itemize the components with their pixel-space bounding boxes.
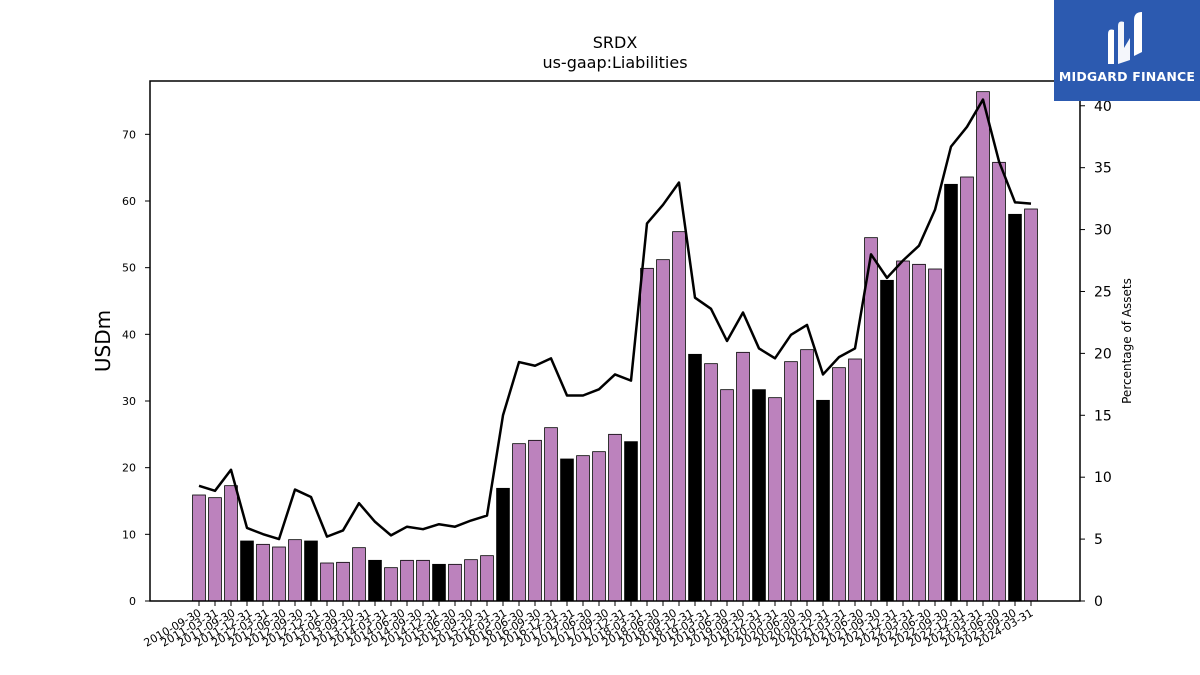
percentage-line: [198, 98, 1032, 541]
bar: [240, 540, 254, 602]
bar: [608, 433, 622, 602]
bar: [832, 367, 846, 602]
bar: [704, 363, 718, 602]
y-tick-label: 20: [122, 462, 136, 475]
bar: [512, 443, 526, 602]
y2-tick-label: 0: [1094, 594, 1103, 610]
bar: [800, 349, 814, 602]
bar: [416, 559, 430, 602]
bar: [1024, 208, 1038, 602]
bar: [784, 361, 798, 602]
bar: [224, 485, 238, 602]
y-tick-label: 60: [122, 195, 136, 208]
logo-text: MIDGARD FINANCE: [1058, 69, 1196, 84]
bar-series: [192, 91, 1038, 602]
y2-tick-label: 10: [1094, 470, 1112, 486]
bar: [352, 547, 366, 602]
bar: [592, 451, 606, 602]
bar: [848, 358, 862, 602]
bar: [256, 543, 270, 602]
y2-tick-label: 15: [1094, 408, 1112, 424]
y-tick-label: 10: [122, 528, 136, 541]
bar: [1008, 213, 1022, 602]
y2-tick-label: 40: [1094, 99, 1112, 115]
bar: [976, 91, 990, 602]
y-tick-label: 30: [122, 395, 136, 408]
y2-tick-label: 35: [1094, 161, 1112, 177]
bar: [720, 389, 734, 602]
plot-frame: [149, 80, 1081, 602]
bar: [624, 441, 638, 602]
bar: [992, 161, 1006, 602]
bar: [432, 563, 446, 602]
y2-tick-label: 30: [1094, 223, 1112, 239]
chart-title: SRDX: [593, 33, 638, 52]
left-axis: 0 10 20 30 40 50 60 70: [122, 128, 150, 608]
y-axis-label: USDm: [91, 310, 115, 372]
bar: [736, 351, 750, 602]
y2-axis-label: Percentage of Assets: [1120, 278, 1134, 404]
bar: [464, 559, 478, 602]
y2-tick-label: 25: [1094, 284, 1112, 300]
bar: [640, 267, 654, 602]
bar: [448, 563, 462, 602]
bar: [656, 259, 670, 602]
bar: [384, 567, 398, 602]
bar: [544, 427, 558, 602]
bar: [288, 539, 302, 602]
bar: [320, 562, 334, 602]
bar: [336, 561, 350, 602]
bar: [304, 540, 318, 602]
brand-logo: MIDGARD FINANCE: [1054, 0, 1200, 101]
right-axis: 0 5 10 15 20 25 30 35 40: [1080, 99, 1112, 610]
line-series: [198, 98, 1032, 541]
chart-subtitle: us-gaap:Liabilities: [542, 53, 687, 72]
y-tick-label: 40: [122, 328, 136, 341]
bar: [768, 397, 782, 602]
bar: [496, 487, 510, 602]
bar: [912, 263, 926, 602]
bar: [528, 439, 542, 602]
y2-tick-label: 20: [1094, 346, 1112, 362]
bar: [272, 546, 286, 602]
bar: [944, 183, 958, 602]
bar: [896, 260, 910, 602]
y2-tick-label: 5: [1094, 532, 1103, 548]
bar: [928, 268, 942, 602]
bar: [960, 176, 974, 602]
y-tick-label: 0: [129, 595, 136, 608]
bar: [688, 353, 702, 602]
y-tick-label: 50: [122, 262, 136, 275]
bar: [864, 237, 878, 602]
bar: [752, 389, 766, 602]
bar: [400, 559, 414, 602]
y-tick-label: 70: [122, 128, 136, 141]
bar: [208, 497, 222, 602]
bar: [576, 455, 590, 602]
bar: [192, 494, 206, 602]
x-axis: 2010-09-302011-03-312011-09-302011-12-31…: [142, 601, 1036, 650]
bar: [816, 399, 830, 602]
bar: [560, 458, 574, 602]
bar: [368, 559, 382, 602]
midgard-logo-icon: [1108, 12, 1142, 64]
bar: [672, 231, 686, 602]
bar: [880, 279, 894, 602]
bar: [480, 555, 494, 602]
